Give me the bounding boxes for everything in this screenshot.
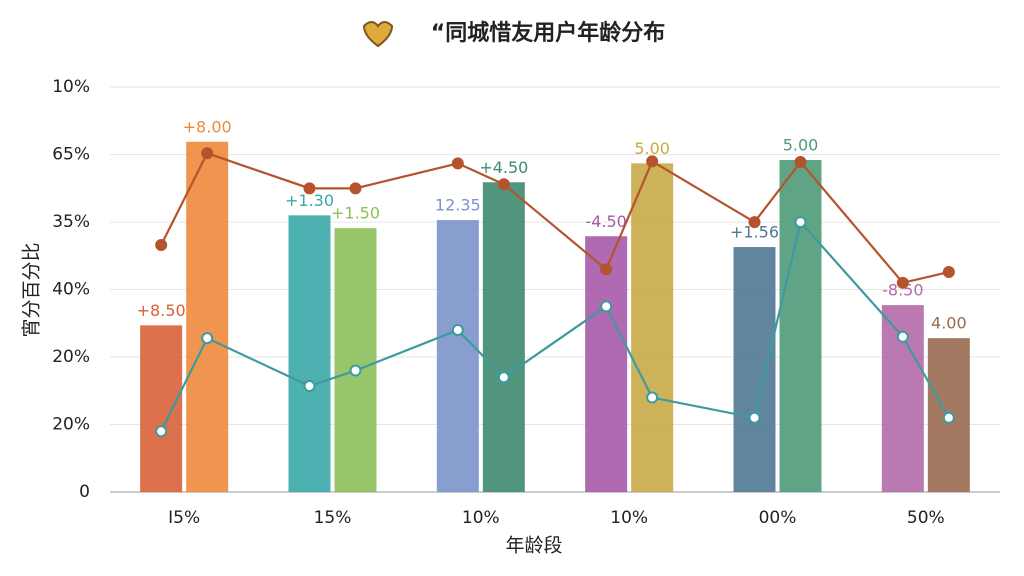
bar-annotation: 4.00 (931, 314, 967, 333)
bar (334, 228, 377, 492)
bar-annotation: +1.50 (331, 204, 380, 223)
line-point (155, 239, 168, 252)
y-tick-label: 20% (52, 415, 90, 435)
line-point (303, 182, 316, 195)
line-point (497, 178, 510, 191)
bar (631, 163, 674, 493)
line-point (451, 157, 464, 170)
x-tick-label: 15% (314, 508, 352, 528)
bar (288, 215, 331, 493)
bar-annotation: +4.50 (479, 158, 528, 177)
x-tick-label: I5% (168, 508, 200, 528)
bar-annotation: +1.56 (730, 223, 779, 242)
bar-annotation: 5.00 (783, 136, 819, 155)
x-tick-label: 10% (610, 508, 648, 528)
line-point (646, 155, 659, 168)
bar-annotation: -4.50 (585, 212, 626, 231)
bar-annotation: 12.35 (435, 196, 481, 215)
bar-annotation: +1.30 (285, 191, 334, 210)
line-point (303, 380, 316, 393)
chart-title: “同城惜友用户年龄分布 (431, 20, 665, 46)
y-tick-label: 65% (52, 145, 90, 165)
bar (186, 141, 229, 492)
y-tick-label: 35% (52, 212, 90, 232)
y-tick-label: 40% (52, 280, 90, 300)
x-tick-label: 00% (759, 508, 797, 528)
bar-annotation: -8.50 (882, 281, 923, 300)
line-point (942, 266, 955, 279)
y-tick-label: 10% (52, 77, 90, 97)
x-tick-label: 10% (462, 508, 500, 528)
line-point (201, 147, 214, 160)
y-tick-label: 0 (79, 482, 90, 502)
line-point (349, 364, 362, 377)
line-point (155, 425, 168, 438)
line-point (201, 332, 214, 345)
bar (585, 236, 628, 492)
y-tick-label: 20% (52, 347, 90, 367)
line-point (748, 216, 761, 229)
line-point (748, 411, 761, 424)
bar-annotation: +8.00 (183, 117, 232, 136)
x-tick-label: 50% (907, 508, 945, 528)
heart-icon (362, 21, 394, 48)
line-point (600, 263, 613, 276)
bar-annotation: +8.50 (137, 301, 186, 320)
bar-annotation: 5.00 (634, 139, 670, 158)
x-axis-title: 年龄段 (505, 535, 562, 557)
bar (733, 247, 776, 492)
line-point (451, 324, 464, 337)
line-point (942, 411, 955, 424)
line-point (600, 300, 613, 313)
line-point (349, 182, 362, 195)
bar (482, 182, 525, 492)
line-point (896, 330, 909, 343)
line-point (794, 156, 807, 169)
line-point (794, 216, 807, 229)
y-axis-title: 宵分百分比 (21, 242, 43, 337)
line-point (646, 391, 659, 404)
line (160, 219, 950, 432)
line-point (896, 276, 909, 289)
bar (436, 220, 479, 492)
line (160, 151, 950, 285)
line-point (497, 371, 510, 384)
bar (140, 325, 183, 492)
bar (779, 160, 822, 492)
